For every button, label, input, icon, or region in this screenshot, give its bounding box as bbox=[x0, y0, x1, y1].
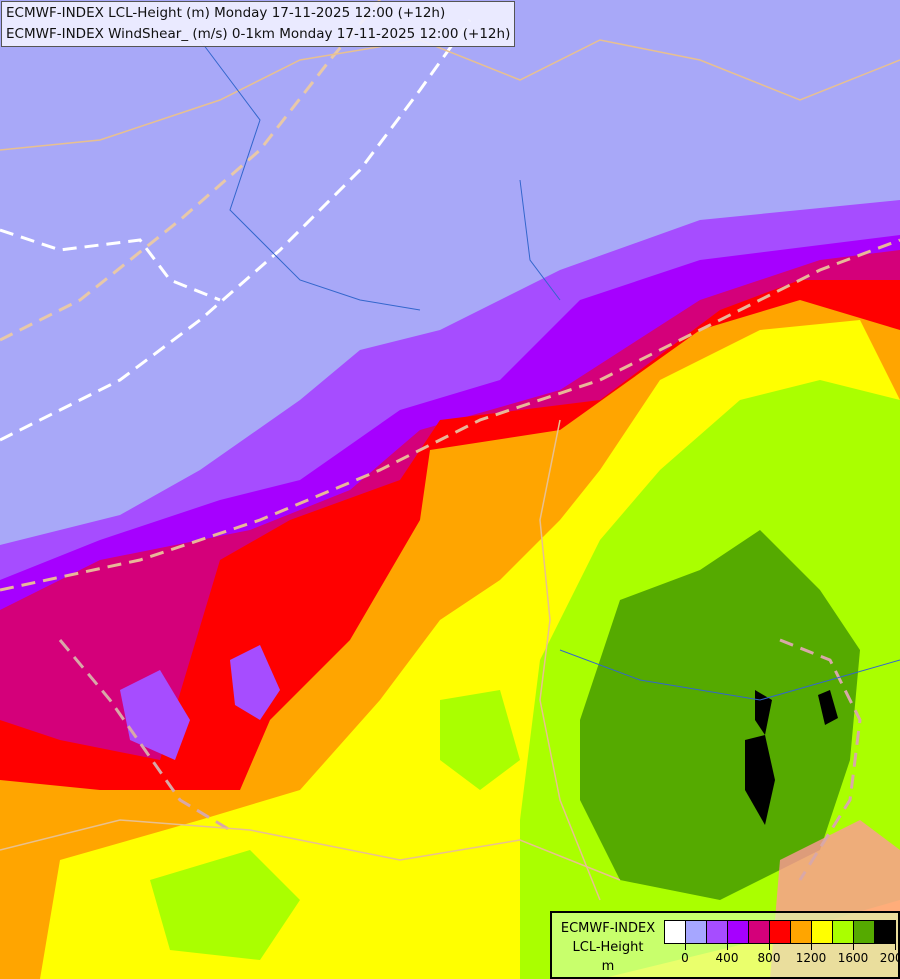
legend-tick-label: 1600 bbox=[837, 951, 869, 965]
contour-20 bbox=[779, 638, 862, 881]
legend-tick-mark bbox=[895, 943, 896, 950]
contour-5 bbox=[0, 19, 472, 442]
legend-tick-mark bbox=[769, 943, 770, 950]
legend-swatch bbox=[791, 921, 812, 943]
legend-swatch bbox=[686, 921, 707, 943]
contour-5 bbox=[0, 228, 221, 302]
legend-tick-mark bbox=[811, 943, 812, 950]
legend-tick-mark bbox=[853, 943, 854, 950]
legend-tick-mark bbox=[685, 943, 686, 950]
legend-unit: m bbox=[601, 959, 615, 974]
legend-swatch bbox=[812, 921, 833, 943]
legend-swatch bbox=[875, 921, 895, 943]
legend-tick-label: 2000 bbox=[879, 951, 900, 965]
legend-swatch bbox=[770, 921, 791, 943]
river-line bbox=[559, 649, 900, 701]
border-line bbox=[0, 819, 621, 881]
field-black bbox=[818, 690, 838, 725]
legend-swatches bbox=[664, 920, 896, 944]
field-black bbox=[745, 735, 775, 825]
field-purple-spot bbox=[230, 645, 280, 720]
legend-tick-label: 0 bbox=[681, 951, 689, 965]
field-lime-patch bbox=[440, 690, 520, 790]
title-line-lcl: ECMWF-INDEX LCL-Height (m) Monday 17-11-… bbox=[6, 5, 446, 21]
field-lime-patch bbox=[150, 850, 300, 960]
legend-tick-label: 400 bbox=[715, 951, 739, 965]
legend-swatch bbox=[854, 921, 875, 943]
legend-swatch bbox=[665, 921, 686, 943]
legend-title-line2: LCL-Height bbox=[572, 940, 644, 955]
legend-swatch bbox=[707, 921, 728, 943]
field-black bbox=[755, 690, 772, 735]
legend-tick-label: 1200 bbox=[795, 951, 827, 965]
map-title: ECMWF-INDEX LCL-Height (m) Monday 17-11-… bbox=[1, 1, 516, 47]
legend-tick-mark bbox=[727, 943, 728, 950]
contour-15 bbox=[0, 238, 900, 592]
border-line bbox=[0, 39, 900, 151]
border-line bbox=[539, 419, 601, 901]
contour-20 bbox=[58, 639, 231, 832]
river-line bbox=[519, 179, 561, 301]
color-legend: ECMWF-INDEX LCL-Height m 0 400 800 1200 1600… bbox=[550, 911, 900, 979]
legend-tick-label: 800 bbox=[757, 951, 781, 965]
contour-10 bbox=[0, 0, 382, 342]
legend-swatch bbox=[833, 921, 854, 943]
legend-swatch bbox=[749, 921, 770, 943]
legend-title: ECMWF-INDEX LCL-Height m bbox=[556, 919, 660, 976]
river-line bbox=[199, 39, 421, 311]
field-green bbox=[580, 530, 860, 900]
field-purple-spot bbox=[120, 670, 190, 760]
title-line-windshear: ECMWF-INDEX WindShear_ (m/s) 0-1km Monda… bbox=[6, 26, 511, 42]
legend-title-line1: ECMWF-INDEX bbox=[560, 921, 656, 936]
legend-swatch bbox=[728, 921, 749, 943]
